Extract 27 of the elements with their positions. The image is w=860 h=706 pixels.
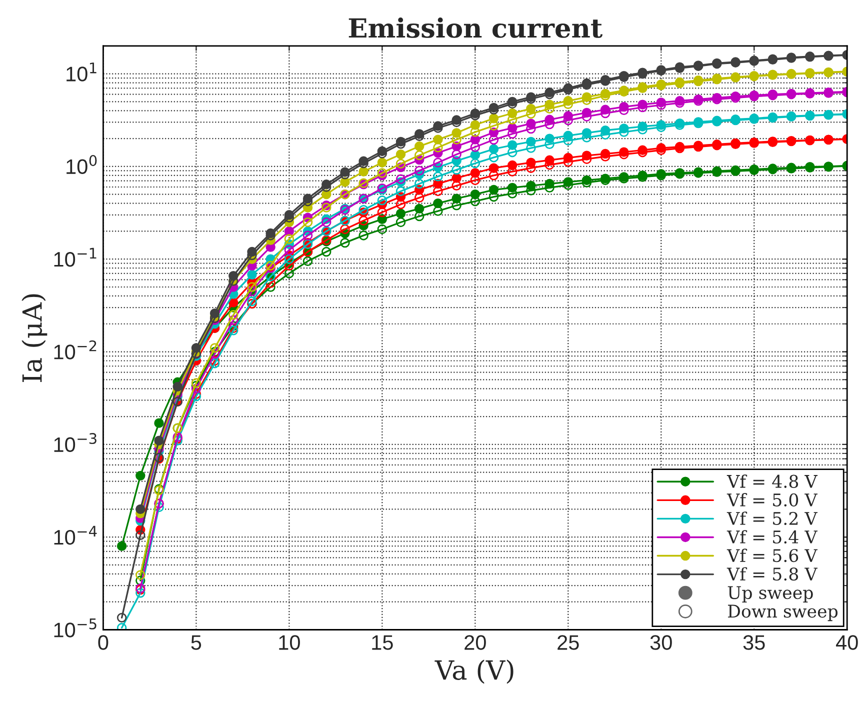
- y-tick-label: 10$^{−5}$: [54, 618, 96, 638]
- y-tick-label: 10$^{1}$: [66, 62, 96, 82]
- y-tick-label: 10$^{−1}$: [54, 248, 96, 267]
- y-tick-label: 10$^{−4}$: [54, 526, 97, 545]
- y-tick-label: 10$^{−3}$: [54, 433, 96, 452]
- annotation: Down sweep: [728, 604, 838, 622]
- y-axis-title: Ia (μA): [22, 294, 48, 382]
- legend-label: Vf = 5.0 V: [726, 493, 818, 506]
- x-tick-label: 20: [464, 635, 486, 650]
- y-tick-label: 10$^{−2}$: [54, 340, 96, 360]
- x-tick-label: 15: [372, 635, 393, 650]
- x-axis-title: Va (V): [434, 660, 514, 684]
- x-tick-label: 25: [558, 635, 579, 650]
- legend-label: Vf = 5.8 V: [726, 567, 818, 581]
- legend-label: Vf = 4.8 V: [726, 474, 818, 488]
- legend-label: Vf = 5.4 V: [726, 530, 818, 544]
- y-tick-label: 10$^{0}$: [66, 155, 97, 174]
- chart-title: Emission current: [348, 18, 603, 38]
- legend-label: Vf = 5.6 V: [726, 548, 818, 562]
- x-tick-label: 30: [650, 635, 672, 650]
- legend-label: Vf = 5.2 V: [726, 512, 818, 526]
- annotation: Up sweep: [728, 586, 813, 603]
- x-tick-label: 0: [98, 635, 108, 650]
- x-tick-label: 35: [743, 635, 765, 650]
- x-tick-label: 40: [836, 635, 858, 650]
- x-tick-label: 5: [191, 635, 202, 650]
- x-tick-label: 10: [279, 635, 300, 650]
